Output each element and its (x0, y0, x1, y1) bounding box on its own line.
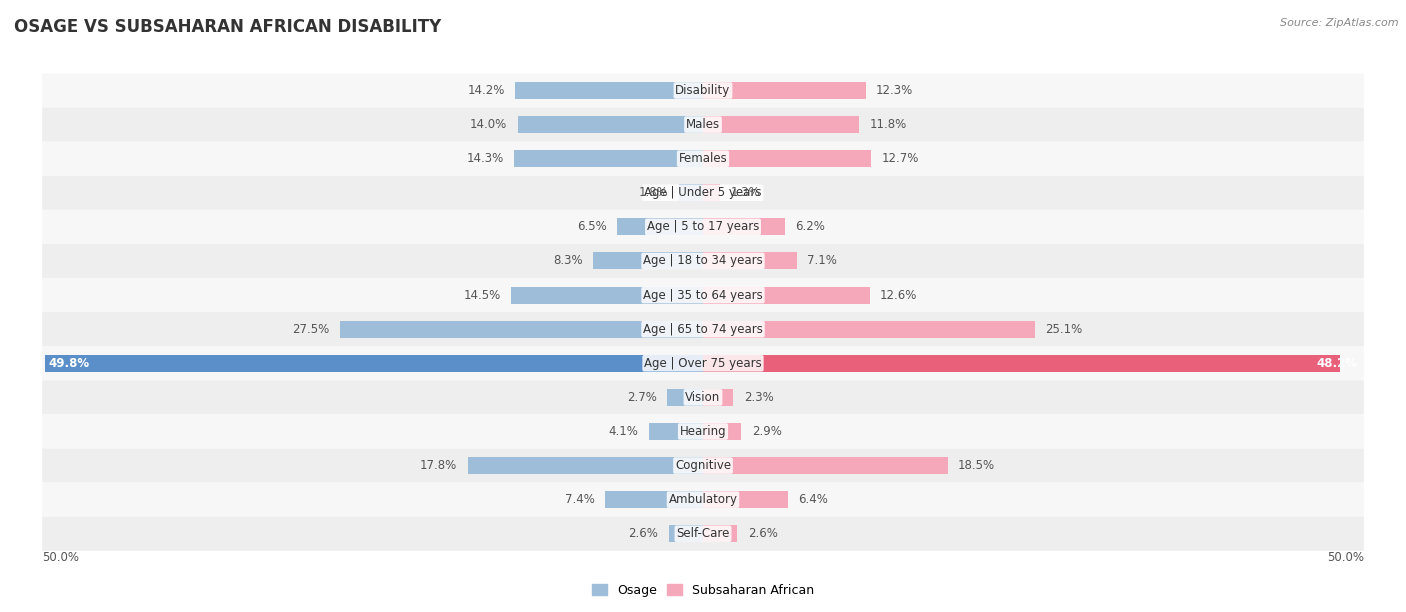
Bar (668, 389, 703, 406)
FancyBboxPatch shape (42, 141, 1364, 176)
FancyBboxPatch shape (42, 278, 1364, 312)
Bar (339, 321, 703, 338)
Text: Cognitive: Cognitive (675, 459, 731, 472)
Bar (45, 355, 703, 371)
Text: Ambulatory: Ambulatory (668, 493, 738, 506)
Text: 48.2%: 48.2% (1316, 357, 1357, 370)
Bar (703, 218, 785, 236)
Text: OSAGE VS SUBSAHARAN AFRICAN DISABILITY: OSAGE VS SUBSAHARAN AFRICAN DISABILITY (14, 18, 441, 36)
Text: 11.8%: 11.8% (869, 118, 907, 131)
Bar (703, 491, 787, 508)
Text: 49.8%: 49.8% (49, 357, 90, 370)
Text: 6.4%: 6.4% (799, 493, 828, 506)
Bar (593, 252, 703, 269)
Text: Age | Under 5 years: Age | Under 5 years (644, 186, 762, 200)
Bar (517, 116, 703, 133)
Text: 18.5%: 18.5% (957, 459, 995, 472)
Bar (703, 184, 720, 201)
Legend: Osage, Subsaharan African: Osage, Subsaharan African (586, 579, 820, 602)
Text: 27.5%: 27.5% (291, 323, 329, 335)
FancyBboxPatch shape (42, 108, 1364, 141)
Text: 12.7%: 12.7% (882, 152, 918, 165)
Text: 7.4%: 7.4% (565, 493, 595, 506)
Bar (703, 150, 870, 167)
FancyBboxPatch shape (42, 176, 1364, 210)
Text: Disability: Disability (675, 84, 731, 97)
Text: 8.3%: 8.3% (553, 255, 582, 267)
Text: 14.0%: 14.0% (470, 118, 508, 131)
Text: Source: ZipAtlas.com: Source: ZipAtlas.com (1281, 18, 1399, 28)
Bar (605, 491, 703, 508)
Text: Hearing: Hearing (679, 425, 727, 438)
Text: 4.1%: 4.1% (609, 425, 638, 438)
FancyBboxPatch shape (42, 380, 1364, 414)
Bar (703, 82, 866, 99)
FancyBboxPatch shape (42, 483, 1364, 517)
Bar (703, 116, 859, 133)
Text: Age | 18 to 34 years: Age | 18 to 34 years (643, 255, 763, 267)
Bar (703, 423, 741, 440)
Text: 25.1%: 25.1% (1045, 323, 1083, 335)
FancyBboxPatch shape (42, 312, 1364, 346)
Text: 50.0%: 50.0% (42, 551, 79, 564)
FancyBboxPatch shape (42, 244, 1364, 278)
Text: 12.3%: 12.3% (876, 84, 914, 97)
Text: 2.3%: 2.3% (744, 391, 773, 404)
Text: Males: Males (686, 118, 720, 131)
Text: 1.3%: 1.3% (731, 186, 761, 200)
Bar (679, 184, 703, 201)
Text: 2.9%: 2.9% (752, 425, 782, 438)
Text: Age | 65 to 74 years: Age | 65 to 74 years (643, 323, 763, 335)
FancyBboxPatch shape (42, 210, 1364, 244)
Bar (703, 286, 869, 304)
Text: Age | Over 75 years: Age | Over 75 years (644, 357, 762, 370)
Text: 2.6%: 2.6% (628, 528, 658, 540)
Bar (703, 389, 734, 406)
FancyBboxPatch shape (42, 73, 1364, 108)
Text: 1.8%: 1.8% (638, 186, 669, 200)
Bar (617, 218, 703, 236)
Bar (648, 423, 703, 440)
Text: 17.8%: 17.8% (420, 459, 457, 472)
Bar (703, 355, 1340, 371)
FancyBboxPatch shape (42, 346, 1364, 380)
Bar (515, 150, 703, 167)
Bar (512, 286, 703, 304)
Text: Age | 35 to 64 years: Age | 35 to 64 years (643, 289, 763, 302)
Text: Females: Females (679, 152, 727, 165)
Text: 14.3%: 14.3% (467, 152, 503, 165)
Bar (703, 252, 797, 269)
Text: 6.5%: 6.5% (576, 220, 606, 233)
Text: 12.6%: 12.6% (880, 289, 918, 302)
Text: 2.7%: 2.7% (627, 391, 657, 404)
Text: 7.1%: 7.1% (807, 255, 838, 267)
Text: 14.5%: 14.5% (464, 289, 501, 302)
Text: 14.2%: 14.2% (467, 84, 505, 97)
Bar (703, 321, 1035, 338)
Text: 50.0%: 50.0% (1327, 551, 1364, 564)
Text: Age | 5 to 17 years: Age | 5 to 17 years (647, 220, 759, 233)
FancyBboxPatch shape (42, 449, 1364, 483)
Bar (703, 525, 737, 542)
Text: Self-Care: Self-Care (676, 528, 730, 540)
Text: 6.2%: 6.2% (796, 220, 825, 233)
Bar (669, 525, 703, 542)
Bar (468, 457, 703, 474)
FancyBboxPatch shape (42, 414, 1364, 449)
FancyBboxPatch shape (42, 517, 1364, 551)
Bar (516, 82, 703, 99)
Text: Vision: Vision (685, 391, 721, 404)
Text: 2.6%: 2.6% (748, 528, 778, 540)
Bar (703, 457, 948, 474)
